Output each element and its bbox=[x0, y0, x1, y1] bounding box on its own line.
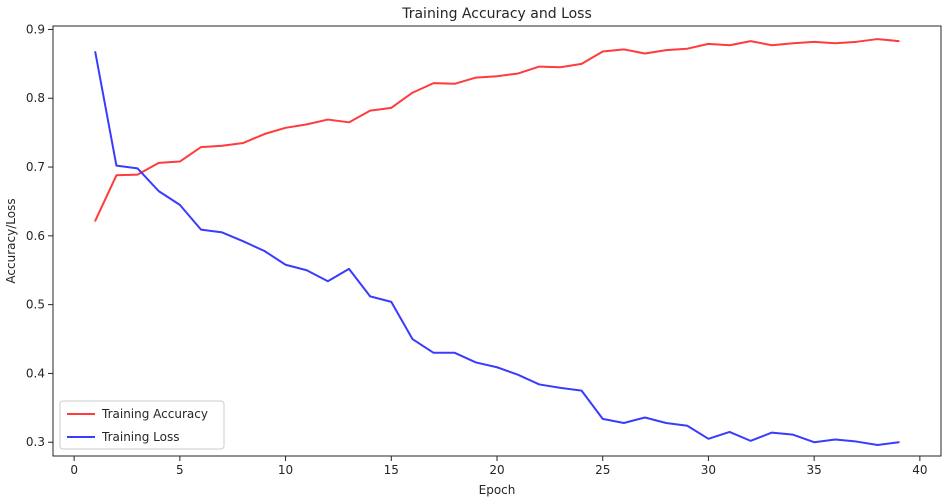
y-tick-label: 0.8 bbox=[26, 91, 45, 105]
x-tick-label: 25 bbox=[595, 463, 610, 477]
x-tick-label: 20 bbox=[489, 463, 504, 477]
x-tick-label: 5 bbox=[176, 463, 184, 477]
y-tick-label: 0.9 bbox=[26, 22, 45, 36]
x-tick-label: 0 bbox=[70, 463, 78, 477]
legend-label-training-accuracy: Training Accuracy bbox=[101, 407, 208, 421]
y-tick-label: 0.6 bbox=[26, 229, 45, 243]
y-axis-label: Accuracy/Loss bbox=[4, 198, 18, 283]
x-tick-label: 40 bbox=[912, 463, 927, 477]
series-line-training-accuracy bbox=[94, 38, 900, 222]
x-tick-label: 30 bbox=[701, 463, 716, 477]
plot-area bbox=[52, 25, 942, 457]
legend: Training Accuracy Training Loss bbox=[59, 400, 225, 450]
legend-box bbox=[59, 400, 225, 450]
series-lines bbox=[94, 38, 900, 446]
y-tick-label: 0.3 bbox=[26, 435, 45, 449]
chart-title: Training Accuracy and Loss bbox=[401, 6, 592, 22]
y-axis-ticks: 0.3 0.4 0.5 0.6 0.7 0.8 0.9 bbox=[26, 22, 53, 449]
x-tick-label: 35 bbox=[807, 463, 822, 477]
series-line-training-loss bbox=[94, 51, 900, 446]
y-tick-label: 0.7 bbox=[26, 160, 45, 174]
legend-label-training-loss: Training Loss bbox=[101, 430, 179, 444]
x-axis-label: Epoch bbox=[479, 483, 516, 497]
x-axis-ticks: 0 5 10 15 20 25 30 35 40 bbox=[70, 456, 927, 477]
x-tick-label: 15 bbox=[384, 463, 399, 477]
x-tick-label: 10 bbox=[278, 463, 293, 477]
y-tick-label: 0.5 bbox=[26, 298, 45, 312]
y-tick-label: 0.4 bbox=[26, 366, 45, 380]
